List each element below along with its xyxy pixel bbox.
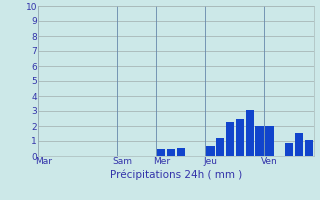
Bar xyxy=(177,148,185,156)
X-axis label: Précipitations 24h ( mm ): Précipitations 24h ( mm ) xyxy=(110,169,242,180)
Bar xyxy=(255,126,264,156)
Bar xyxy=(157,148,165,156)
Bar xyxy=(216,138,224,156)
Bar xyxy=(265,126,274,156)
Bar xyxy=(206,146,215,156)
Bar xyxy=(226,121,234,156)
Bar xyxy=(236,118,244,156)
Bar xyxy=(167,148,175,156)
Bar xyxy=(245,110,254,156)
Bar xyxy=(305,140,313,156)
Bar xyxy=(295,133,303,156)
Bar xyxy=(285,142,293,156)
